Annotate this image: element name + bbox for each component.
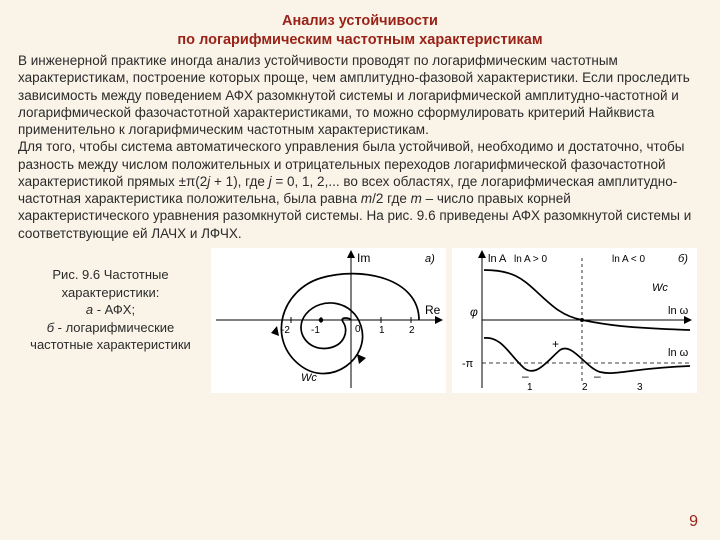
- svg-text:ln A: ln A: [488, 253, 507, 265]
- svg-text:+: +: [552, 337, 559, 351]
- svg-text:ln A < 0: ln A < 0: [612, 254, 646, 265]
- svg-text:1: 1: [379, 325, 385, 336]
- svg-text:2: 2: [582, 382, 588, 393]
- figure-b-log: ln A ln A > 0 ln A < 0 б) ln ω Wc φ -π –…: [452, 248, 697, 393]
- title-line-2: по логарифмическим частотным характерист…: [18, 31, 702, 50]
- figure-area: Рис. 9.6 Частотные характеристики: а - А…: [18, 248, 702, 393]
- svg-text:φ: φ: [470, 305, 478, 319]
- svg-text:б): б): [678, 253, 688, 265]
- svg-text:Wc: Wc: [652, 282, 668, 294]
- svg-text:-1: -1: [311, 325, 320, 336]
- paragraph-1: В инженерной практике иногда анализ усто…: [18, 52, 702, 138]
- svg-text:ln A > 0: ln A > 0: [514, 254, 548, 265]
- svg-text:ln ω: ln ω: [668, 305, 689, 317]
- svg-text:ln ω: ln ω: [668, 347, 689, 359]
- svg-text:–: –: [594, 369, 601, 383]
- figure-caption: Рис. 9.6 Частотные характеристики: а - А…: [18, 266, 203, 354]
- svg-text:2: 2: [409, 325, 415, 336]
- svg-text:1: 1: [527, 382, 533, 393]
- svg-text:Im: Im: [357, 251, 370, 265]
- page-number: 9: [689, 512, 698, 532]
- paragraph-2: Для того, чтобы система автоматического …: [18, 138, 702, 242]
- svg-text:Re: Re: [425, 303, 441, 317]
- svg-text:Wc: Wc: [301, 372, 317, 384]
- svg-text:а): а): [425, 253, 435, 265]
- svg-text:3: 3: [637, 382, 643, 393]
- figure-a-afh: 1 2 -1 -2 0 Im Re а) Wc: [211, 248, 446, 393]
- svg-text:–: –: [522, 369, 529, 383]
- title-line-1: Анализ устойчивости: [18, 12, 702, 31]
- svg-text:-π: -π: [462, 358, 474, 370]
